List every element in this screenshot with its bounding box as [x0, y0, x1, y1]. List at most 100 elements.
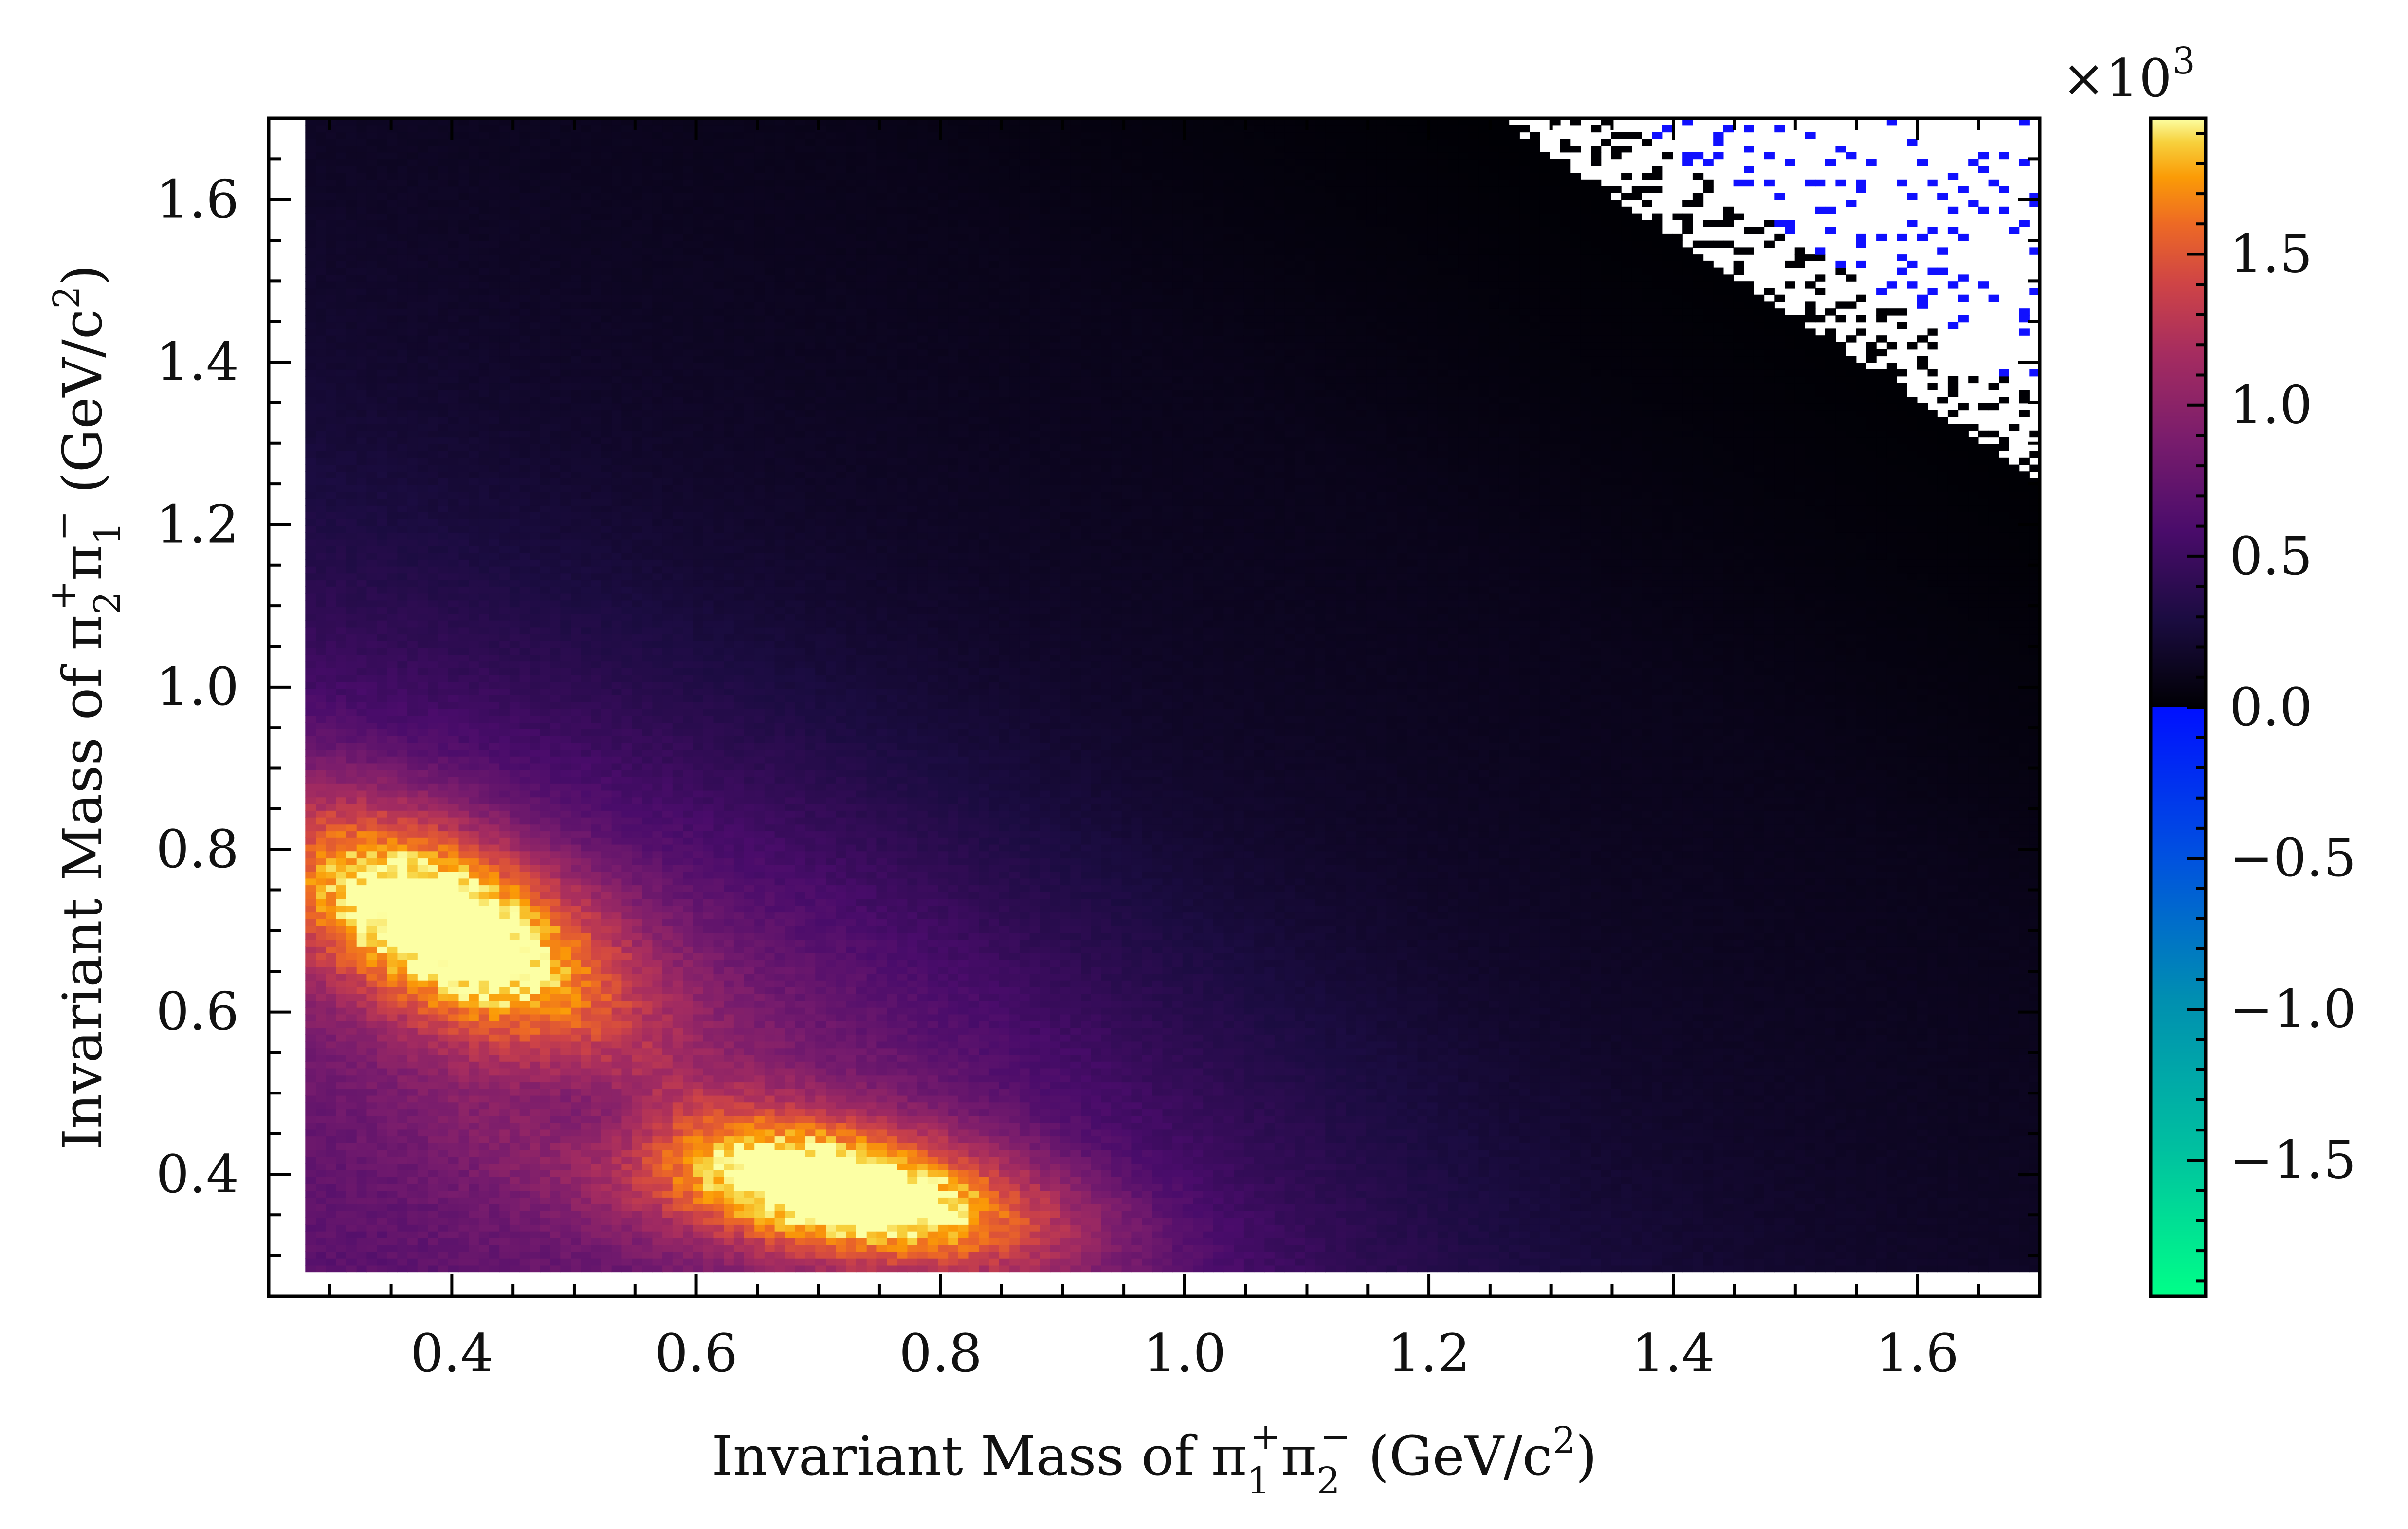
heatmap-cell [357, 254, 367, 261]
heatmap-cell [601, 1197, 612, 1204]
heatmap-cell [387, 458, 398, 465]
heatmap-cell [591, 729, 601, 736]
heatmap-cell [397, 1095, 407, 1102]
heatmap-cell [591, 1089, 601, 1095]
heatmap-cell [346, 356, 357, 363]
heatmap-cell [510, 241, 520, 248]
heatmap-cell [530, 180, 540, 186]
heatmap-cell [571, 1014, 581, 1021]
heatmap-cell [336, 1089, 346, 1095]
heatmap-cell [438, 831, 448, 837]
heatmap-cell [489, 288, 500, 295]
heatmap-cell [407, 919, 418, 926]
heatmap-cell [510, 274, 520, 281]
heatmap-cell [305, 1129, 316, 1136]
heatmap-cell [540, 410, 550, 417]
heatmap-cell [560, 1204, 571, 1211]
heatmap-cell [387, 837, 398, 844]
heatmap-cell [377, 1157, 387, 1164]
heatmap-cell [499, 620, 510, 627]
heatmap-cell [346, 322, 357, 329]
heatmap-cell [499, 844, 510, 851]
heatmap-cell [459, 878, 469, 885]
heatmap-cell [550, 1231, 561, 1238]
heatmap-cell [520, 844, 530, 851]
heatmap-cell [459, 675, 469, 682]
heatmap-cell [479, 417, 489, 424]
heatmap-cell [560, 1184, 571, 1191]
heatmap-cell [418, 261, 428, 268]
heatmap-cell [428, 383, 438, 390]
heatmap-cell [591, 1123, 601, 1129]
heatmap-cell [336, 207, 346, 214]
heatmap-cell [499, 403, 510, 410]
heatmap-cell [448, 994, 459, 1001]
heatmap-cell [510, 301, 520, 308]
heatmap-cell [357, 498, 367, 505]
heatmap-cell [407, 369, 418, 376]
heatmap-cell [407, 308, 418, 315]
heatmap-cell [591, 940, 601, 947]
heatmap-cell [366, 1102, 377, 1109]
heatmap-cell [377, 668, 387, 675]
heatmap-cell [489, 580, 500, 586]
heatmap-cell [499, 539, 510, 546]
heatmap-cell [346, 397, 357, 403]
heatmap-cell [397, 247, 407, 254]
heatmap-cell [448, 926, 459, 933]
heatmap-cell [469, 1123, 479, 1129]
heatmap-cell [357, 824, 367, 831]
heatmap-cell [377, 1068, 387, 1075]
heatmap-cell [550, 566, 561, 573]
heatmap-cell [540, 328, 550, 335]
heatmap-cell [550, 1027, 561, 1034]
heatmap-cell [336, 505, 346, 512]
heatmap-cell [469, 1116, 479, 1123]
heatmap-cell [357, 342, 367, 349]
heatmap-cell [499, 268, 510, 275]
heatmap-cell [346, 1211, 357, 1218]
heatmap-cell [336, 573, 346, 580]
heatmap-cell [571, 837, 581, 844]
heatmap-cell [510, 214, 520, 220]
heatmap-cell [550, 1082, 561, 1089]
heatmap-cell [571, 851, 581, 858]
heatmap-cell [316, 458, 326, 465]
heatmap-cell [366, 912, 377, 919]
heatmap-cell [326, 776, 336, 783]
heatmap-cell [448, 410, 459, 417]
heatmap-cell [387, 1116, 398, 1123]
heatmap-cell [489, 858, 500, 865]
heatmap-cell [326, 695, 336, 702]
heatmap-cell [479, 485, 489, 492]
heatmap-cell [346, 566, 357, 573]
heatmap-cell [479, 431, 489, 437]
heatmap-cell [377, 885, 387, 892]
heatmap-cell [397, 1224, 407, 1231]
heatmap-cell [499, 159, 510, 166]
heatmap-cell [510, 607, 520, 614]
heatmap-cell [387, 1082, 398, 1089]
heatmap-cell [469, 1014, 479, 1021]
heatmap-cell [418, 492, 428, 499]
heatmap-cell [377, 709, 387, 716]
heatmap-cell [469, 722, 479, 729]
heatmap-cell [520, 641, 530, 648]
heatmap-cell [448, 139, 459, 146]
heatmap-cell [520, 695, 530, 702]
heatmap-cell [499, 790, 510, 797]
heatmap-cell [326, 614, 336, 620]
heatmap-cell [397, 308, 407, 315]
heatmap-cell [397, 1014, 407, 1021]
heatmap-cell [316, 1129, 326, 1136]
heatmap-cell [326, 1136, 336, 1143]
heatmap-cell [438, 214, 448, 220]
heatmap-cell [326, 803, 336, 810]
heatmap-cell [469, 281, 479, 288]
heatmap-cell [407, 668, 418, 675]
heatmap-cell [459, 1027, 469, 1034]
heatmap-cell [489, 946, 500, 953]
heatmap-cell [510, 885, 520, 892]
heatmap-cell [540, 437, 550, 444]
heatmap-cell [428, 1238, 438, 1245]
